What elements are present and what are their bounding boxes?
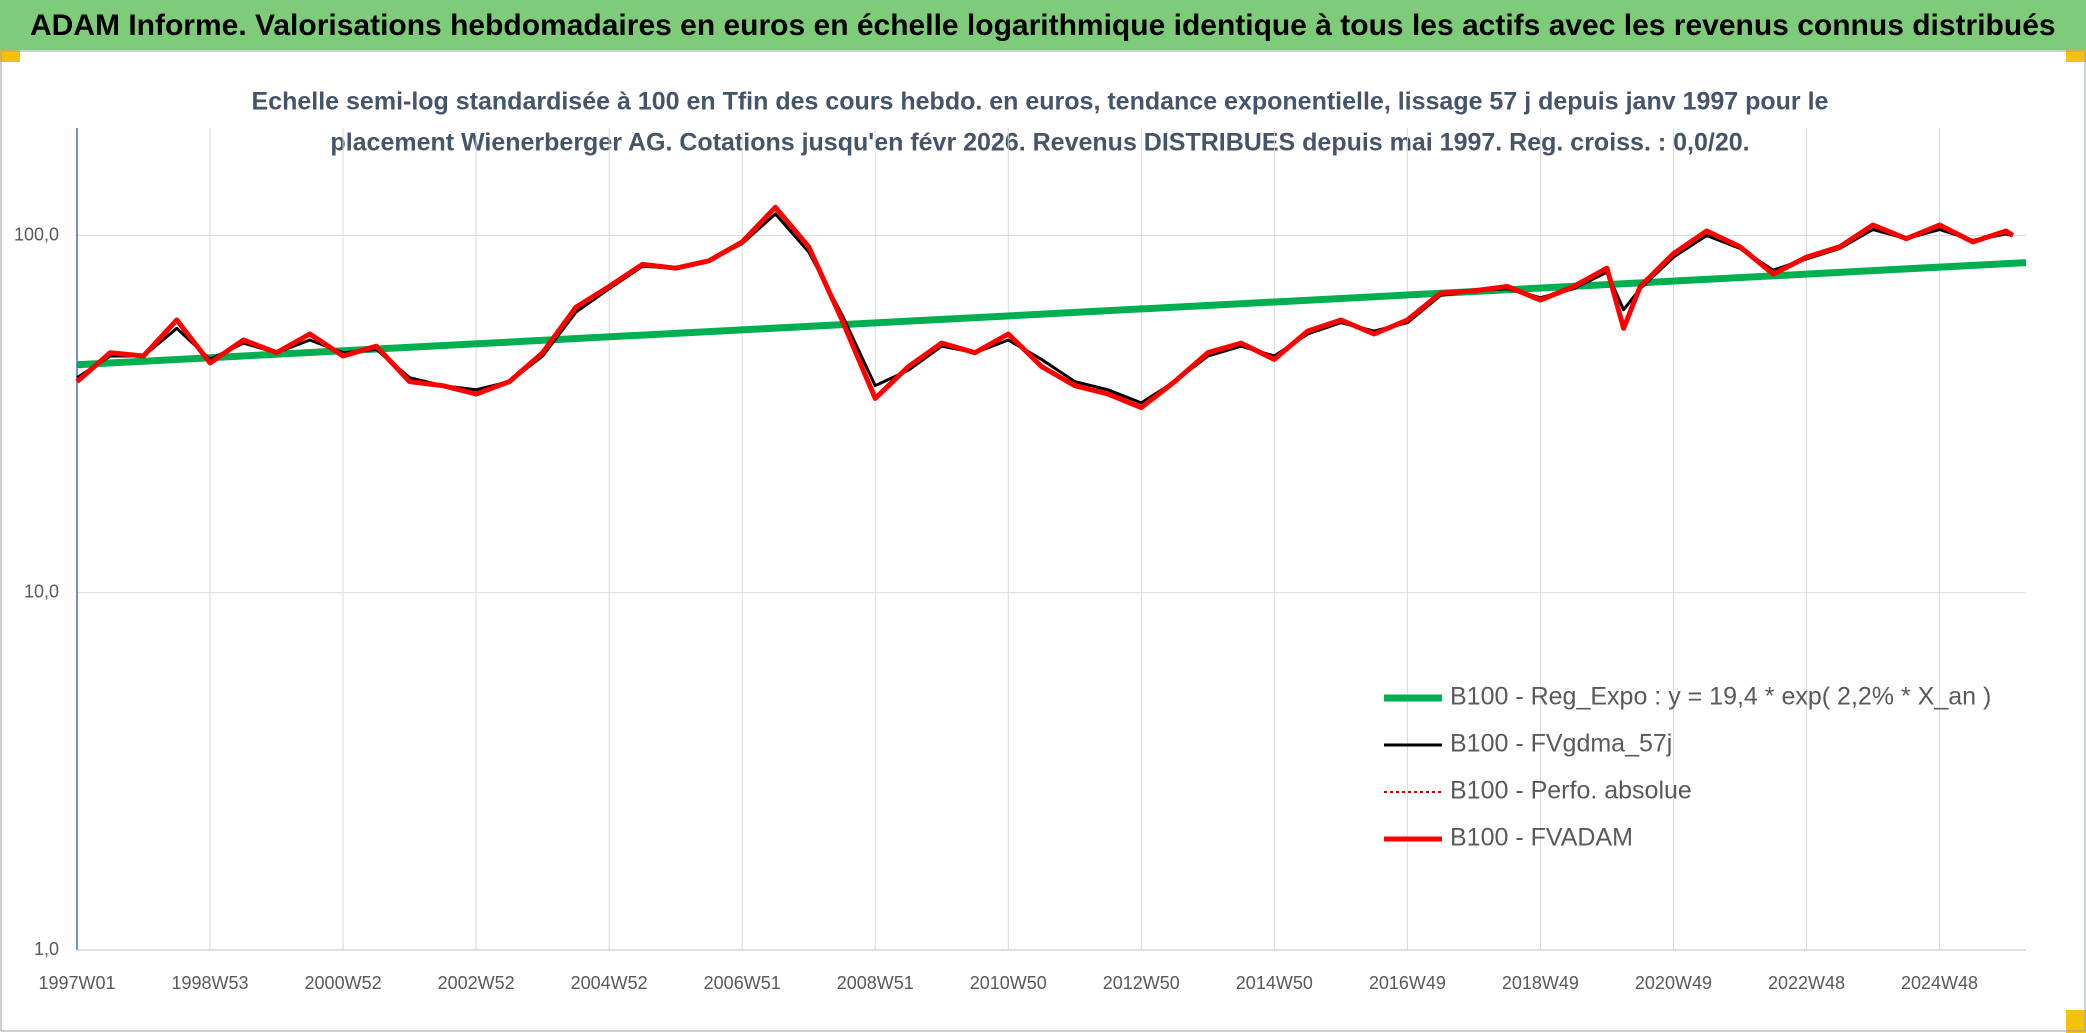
chart-title: ADAM Informe. Valorisations hebdomadaire… — [30, 9, 2056, 42]
legend-label: B100 - Reg_Expo : y = 19,4 * exp( 2,2% *… — [1450, 683, 1991, 711]
legend-label: B100 - FVgdma_57j — [1450, 730, 1672, 758]
corner — [0, 50, 20, 62]
x-tick-label: 2002W52 — [438, 973, 515, 993]
x-tick-label: 2020W49 — [1635, 973, 1712, 993]
x-tick-label: 2008W51 — [837, 973, 914, 993]
corner — [2066, 50, 2086, 62]
y-tick-label: 10,0 — [24, 582, 59, 602]
title-bar — [0, 0, 2086, 50]
x-tick-label: 2012W50 — [1103, 973, 1180, 993]
x-tick-label: 2022W48 — [1768, 973, 1845, 993]
x-tick-label: 2018W49 — [1502, 973, 1579, 993]
x-tick-label: 2014W50 — [1236, 973, 1313, 993]
x-tick-label: 2004W52 — [571, 973, 648, 993]
series-line — [76, 212, 2014, 405]
x-tick-label: 2016W49 — [1369, 973, 1446, 993]
frame — [0, 50, 2086, 1032]
x-tick-label: 1998W53 — [172, 973, 249, 993]
x-tick-label: 2010W50 — [970, 973, 1047, 993]
subtitle: Echelle semi-log standardisée à 100 en T… — [252, 88, 1829, 116]
subtitle: placement Wienerberger AG. Cotations jus… — [330, 129, 1749, 157]
y-tick-label: 1,0 — [34, 939, 59, 959]
x-tick-label: 2024W48 — [1901, 973, 1978, 993]
legend-label: B100 - Perfo. absolue — [1450, 777, 1692, 805]
series-line — [76, 259, 2027, 369]
x-tick-label: 2006W51 — [704, 973, 781, 993]
x-tick-label: 1997W01 — [38, 973, 115, 993]
y-tick-label: 100,0 — [14, 224, 59, 244]
legend-label: B100 - FVADAM — [1450, 824, 1633, 852]
series-line — [75, 204, 2015, 410]
corner — [2066, 1010, 2086, 1033]
x-tick-label: 2000W52 — [305, 973, 382, 993]
